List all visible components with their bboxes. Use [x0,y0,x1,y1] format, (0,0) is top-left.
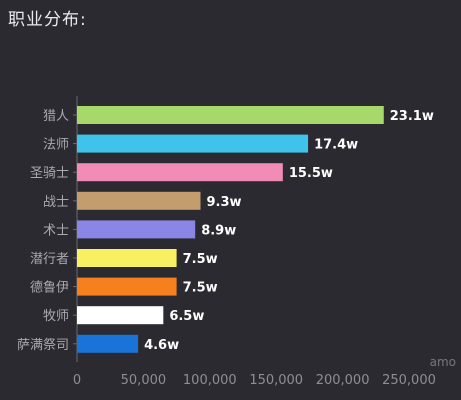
data-label: 6.5w [169,309,204,324]
x-tick-label: 50,000 [121,373,167,388]
data-label: 23.1w [390,109,434,124]
data-label: 7.5w [183,281,218,296]
category-label: 法师 [43,138,69,153]
category-label: 潜行者 [30,252,69,267]
x-tick-label: 150,000 [249,373,303,388]
data-label: 7.5w [183,252,218,267]
data-label: 4.6w [144,338,179,353]
x-tick-label: 0 [73,373,81,388]
chart-title: 职业分布: [8,10,87,30]
data-label: 8.9w [201,223,236,238]
bar [77,334,139,353]
bar [77,106,384,124]
bar [77,163,283,182]
x-tick-label: 200,000 [316,373,370,388]
category-label: 猎人 [43,109,69,124]
bar [77,191,201,210]
bar [77,249,177,267]
x-axis-label: amo [430,355,456,369]
data-label: 9.3w [207,195,242,210]
category-label: 圣骑士 [30,166,69,181]
category-label: 术士 [43,223,69,238]
category-label: 牧师 [43,309,69,324]
x-tick-label: 100,000 [183,373,237,388]
bar [77,277,177,296]
data-label: 15.5w [289,166,333,181]
category-label: 德鲁伊 [30,281,69,296]
bar [77,306,164,325]
category-label: 萨满祭司 [17,338,69,353]
bar [77,134,309,153]
bar [77,220,196,239]
data-label: 17.4w [314,138,358,153]
x-tick-label: 250,000 [382,373,436,388]
category-label: 战士 [43,195,69,210]
